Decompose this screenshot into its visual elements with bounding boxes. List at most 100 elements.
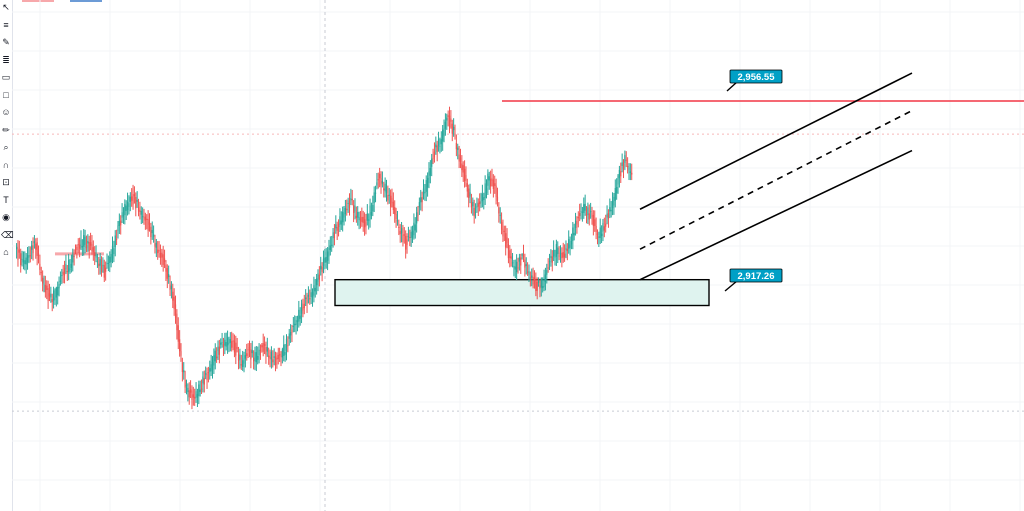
candle-body bbox=[236, 347, 238, 349]
callout-text: 2,917.26 bbox=[738, 271, 775, 282]
levels-layer bbox=[55, 100, 1024, 256]
candle-body bbox=[54, 297, 56, 301]
pencil-icon[interactable]: ✏ bbox=[2, 124, 10, 135]
callout-text: 2,956.55 bbox=[738, 72, 776, 83]
candle-body bbox=[491, 177, 493, 181]
candle-body bbox=[505, 233, 507, 248]
candle-body bbox=[144, 216, 146, 221]
price-callout-2[interactable]: 2,917.26 bbox=[724, 268, 783, 292]
candle-body bbox=[239, 354, 241, 360]
candle-body bbox=[398, 226, 400, 228]
candle-body bbox=[110, 254, 112, 263]
square-icon[interactable]: □ bbox=[3, 89, 9, 100]
candle-body bbox=[61, 275, 63, 277]
candle-body bbox=[388, 194, 390, 196]
candle-body bbox=[529, 277, 531, 279]
candle-body bbox=[285, 338, 288, 352]
candle-body bbox=[180, 351, 182, 356]
eye-icon[interactable]: ◉ bbox=[2, 212, 10, 222]
candle-body bbox=[299, 315, 301, 319]
candle-body bbox=[310, 292, 312, 298]
cursor-icon[interactable]: ↖ bbox=[2, 2, 10, 12]
candle-body bbox=[235, 342, 237, 356]
candle-body bbox=[258, 349, 260, 356]
candle-body bbox=[344, 208, 346, 215]
candle-body bbox=[557, 247, 559, 255]
candle-body bbox=[613, 196, 615, 206]
candle-body bbox=[305, 297, 307, 300]
trash-icon[interactable]: ⌫ bbox=[1, 229, 14, 240]
candle-body bbox=[322, 258, 325, 266]
lock-icon[interactable]: ⊡ bbox=[2, 177, 10, 187]
candle-body bbox=[174, 304, 177, 318]
candle-body bbox=[170, 285, 173, 290]
candle-body bbox=[585, 213, 588, 216]
candle-body bbox=[129, 196, 131, 202]
candle-body bbox=[240, 364, 242, 366]
candle-body bbox=[436, 145, 438, 152]
candle-body bbox=[381, 180, 383, 184]
candle-body bbox=[553, 249, 555, 257]
text-icon[interactable]: T bbox=[3, 194, 9, 205]
candle-body bbox=[480, 201, 482, 203]
candle-body bbox=[63, 268, 66, 276]
candle-body bbox=[307, 294, 310, 297]
candle-body bbox=[402, 234, 404, 243]
house-icon[interactable]: ⌂ bbox=[3, 247, 9, 257]
candle-body bbox=[26, 255, 29, 263]
candle-body bbox=[509, 250, 511, 259]
candle-body bbox=[254, 352, 256, 362]
candle-body bbox=[187, 387, 189, 393]
candle-body bbox=[454, 133, 456, 135]
candle-body bbox=[396, 220, 399, 222]
fib-icon[interactable]: ≣ bbox=[2, 54, 10, 65]
candle-body bbox=[85, 244, 88, 249]
candle-body bbox=[614, 188, 616, 201]
candle-body bbox=[120, 220, 122, 226]
legend-swatch-blue[interactable] bbox=[70, 0, 102, 2]
legend-swatch-red[interactable] bbox=[22, 0, 54, 2]
candle-body bbox=[29, 255, 31, 257]
candle-body bbox=[99, 259, 101, 266]
candle-body bbox=[198, 384, 200, 397]
candle-body bbox=[457, 147, 459, 150]
candle-body bbox=[111, 245, 114, 259]
candle-body bbox=[531, 275, 533, 278]
candle-body bbox=[625, 159, 627, 161]
candle-body bbox=[281, 349, 283, 358]
brush-icon[interactable]: ✎ bbox=[2, 37, 10, 47]
candle-body bbox=[295, 319, 297, 326]
candle-body bbox=[444, 121, 447, 129]
candle-body bbox=[80, 239, 82, 247]
candle-body bbox=[46, 285, 48, 290]
candle-body bbox=[395, 214, 397, 220]
candle-body bbox=[177, 325, 179, 342]
candle-body bbox=[469, 192, 471, 197]
menu-lines-icon[interactable]: ≡ bbox=[3, 19, 9, 30]
parallel-channel bbox=[639, 72, 913, 281]
price-callout-1[interactable]: 2,956.55 bbox=[726, 69, 783, 92]
candle-body bbox=[421, 197, 423, 203]
candle-body bbox=[184, 379, 186, 388]
candle-body bbox=[165, 264, 167, 272]
candle-body bbox=[564, 253, 566, 258]
candle-body bbox=[572, 227, 574, 242]
candle-body bbox=[507, 244, 510, 259]
candle-body bbox=[221, 342, 223, 344]
rectangle-icon[interactable]: ▭ bbox=[1, 72, 11, 82]
candle-body bbox=[354, 205, 356, 212]
candle-body bbox=[280, 355, 282, 357]
candle-body bbox=[44, 285, 46, 293]
candle-body bbox=[195, 391, 197, 398]
candle-body bbox=[314, 287, 316, 292]
magnifier-icon[interactable]: ⌕ bbox=[3, 142, 9, 152]
candle-body bbox=[68, 259, 70, 272]
candle-body bbox=[79, 244, 81, 249]
candle-body bbox=[77, 244, 79, 246]
candle-body bbox=[458, 154, 460, 162]
face-icon[interactable]: ☺ bbox=[1, 107, 11, 117]
magnet-icon[interactable]: ∩ bbox=[2, 159, 10, 170]
candle-body bbox=[465, 175, 467, 181]
candle-body bbox=[551, 256, 553, 263]
